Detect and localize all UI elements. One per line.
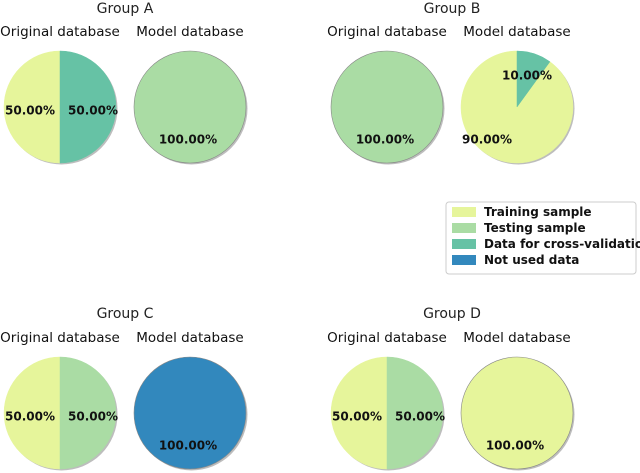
pie-title: Model database bbox=[463, 24, 570, 40]
pie-label-testing-sample: 50.00% bbox=[395, 410, 445, 424]
pie-label-training-sample: 50.00% bbox=[5, 104, 55, 118]
pie-group-b-model-database: Model database 90.00% 10.00% bbox=[460, 24, 575, 165]
groups-layer: Group A Group B Group C Group D bbox=[97, 1, 481, 322]
pie-group-d-original-database: Original database 50.00% 50.00% bbox=[327, 330, 447, 471]
legend-label-testing-sample: Testing sample bbox=[484, 221, 586, 235]
pie-slice-data-for-cross-validation bbox=[59, 50, 117, 164]
pie-label-training-sample: 100.00% bbox=[486, 439, 544, 453]
legend-swatch-testing-sample bbox=[452, 223, 476, 233]
group-title-group-a: Group A bbox=[97, 1, 154, 17]
pie-slice-training-sample bbox=[460, 356, 574, 470]
legend-label-training-sample: Training sample bbox=[484, 205, 592, 219]
pie-label-data-for-cross-validation: 50.00% bbox=[68, 104, 118, 118]
legend-box bbox=[445, 201, 637, 275]
pie-label-training-sample: 90.00% bbox=[462, 133, 512, 147]
pie-slice-testing-sample bbox=[59, 356, 117, 470]
pie-slice-testing-sample bbox=[133, 50, 247, 164]
pie-group-b-original-database: Original database 100.00% bbox=[327, 24, 447, 165]
legend-label-data-for-cross-validation: Data for cross-validation bbox=[484, 237, 640, 251]
legend-swatch-data-for-cross-validation bbox=[452, 239, 476, 249]
pie-slice-not-used-data bbox=[133, 356, 247, 470]
pie-label-training-sample: 50.00% bbox=[5, 410, 55, 424]
pie-group-a-model-database: Model database 100.00% bbox=[133, 24, 248, 165]
pie-title: Original database bbox=[327, 330, 447, 346]
legend-swatch-not-used-data bbox=[452, 255, 476, 265]
group-title-group-c: Group C bbox=[97, 306, 154, 322]
pie-label-testing-sample: 100.00% bbox=[159, 133, 217, 147]
pie-label-training-sample: 50.00% bbox=[332, 410, 382, 424]
pie-slice-testing-sample bbox=[330, 50, 444, 164]
pie-group-c-original-database: Original database 50.00% 50.00% bbox=[0, 330, 120, 471]
pie-group-c-model-database: Model database 100.00% bbox=[133, 330, 248, 471]
pie-slice-training-sample bbox=[3, 356, 61, 470]
group-title-group-b: Group B bbox=[424, 1, 481, 17]
pie-slice-training-sample bbox=[330, 356, 388, 470]
pie-group-d-model-database: Model database 100.00% bbox=[460, 330, 575, 471]
pie-label-testing-sample: 50.00% bbox=[68, 410, 118, 424]
pie-label-not-used-data: 100.00% bbox=[159, 439, 217, 453]
pie-title: Model database bbox=[136, 330, 243, 346]
pie-slice-data-for-cross-validation bbox=[516, 50, 551, 108]
pie-group-a-original-database: Original database 50.00% 50.00% bbox=[0, 24, 120, 165]
pie-title: Original database bbox=[0, 330, 120, 346]
pie-slice-testing-sample bbox=[386, 356, 444, 470]
legend-label-not-used-data: Not used data bbox=[484, 253, 579, 267]
pie-title: Original database bbox=[0, 24, 120, 40]
pie-slice-training-sample bbox=[3, 50, 61, 164]
pie-label-data-for-cross-validation: 10.00% bbox=[502, 69, 552, 83]
legend: Training sample Testing sample Data for cr… bbox=[445, 201, 640, 275]
pie-label-testing-sample: 100.00% bbox=[356, 133, 414, 147]
legend-swatch-training-sample bbox=[452, 207, 476, 217]
pie-title: Original database bbox=[327, 24, 447, 40]
pie-title: Model database bbox=[463, 330, 570, 346]
group-title-group-d: Group D bbox=[423, 306, 481, 322]
pies-layer: Original database 50.00% 50.00% Model datab… bbox=[0, 24, 575, 471]
pie-title: Model database bbox=[136, 24, 243, 40]
